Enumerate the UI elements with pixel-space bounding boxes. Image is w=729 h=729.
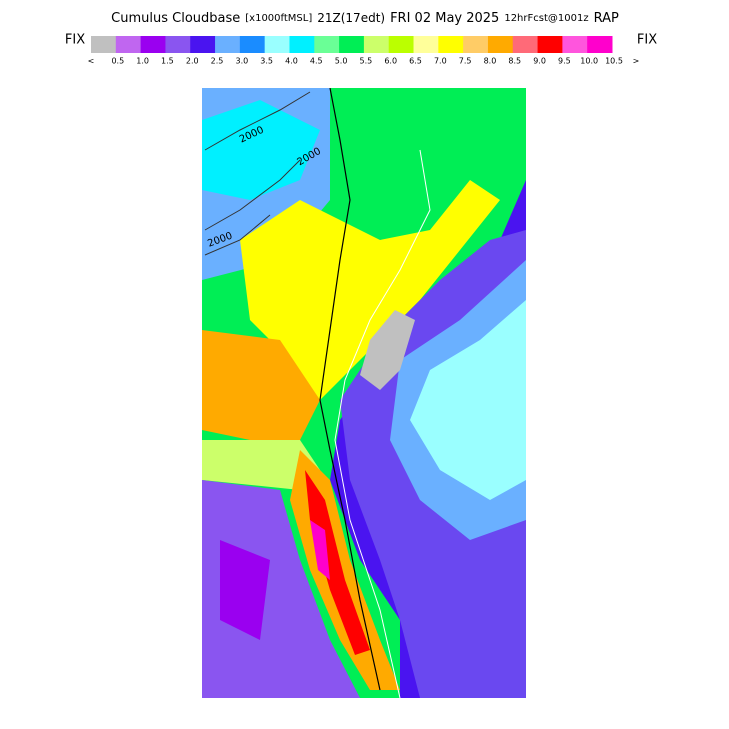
colorbar-label: 9.5 bbox=[558, 57, 571, 66]
colorbar-label: 4.5 bbox=[310, 57, 323, 66]
color-swatch bbox=[537, 36, 563, 53]
color-swatch bbox=[363, 36, 390, 53]
color-swatch bbox=[91, 36, 117, 53]
color-swatch bbox=[463, 36, 489, 53]
colorbar-label: > bbox=[633, 57, 640, 66]
colorbar-label: 7.0 bbox=[434, 57, 447, 66]
legend-left: FIX bbox=[65, 33, 85, 48]
colorbar-label: < bbox=[88, 57, 95, 66]
title-part: Cumulus Cloudbase bbox=[111, 11, 240, 26]
color-swatch bbox=[140, 36, 166, 53]
color-swatch bbox=[190, 36, 216, 53]
colorbar-label: 6.5 bbox=[409, 57, 422, 66]
colorbar: <0.5 1.0 1.5 2.0 2.5 3.0 3.5 4.0 4.5 5.0 5.5 6.0 6.5… bbox=[88, 36, 640, 66]
colorbar-label: 2.0 bbox=[186, 57, 199, 66]
title-part: [x1000ftMSL] bbox=[245, 13, 312, 24]
color-swatch bbox=[388, 36, 415, 53]
color-swatch bbox=[562, 36, 588, 53]
title-part: FRI 02 May 2025 bbox=[390, 11, 499, 26]
colorbar-label: 6.0 bbox=[384, 57, 397, 66]
colorbar-label: 1.5 bbox=[161, 57, 174, 66]
colorbar-label: 5.5 bbox=[360, 57, 373, 66]
title-part: 12hrFcst@1001z bbox=[504, 13, 588, 24]
colorbar-label: 8.0 bbox=[484, 57, 497, 66]
color-swatch bbox=[215, 36, 241, 53]
color-swatch bbox=[289, 36, 315, 53]
colorbar-label: 10.0 bbox=[580, 57, 598, 66]
colorbar-label: 8.5 bbox=[508, 57, 521, 66]
color-swatch bbox=[413, 36, 439, 53]
colorbar-label: 0.5 bbox=[111, 57, 124, 66]
title-part: RAP bbox=[594, 11, 619, 26]
colorbar-label: 9.0 bbox=[533, 57, 546, 66]
colorbar-label: 1.0 bbox=[136, 57, 149, 66]
colorbar-label: 5.0 bbox=[335, 57, 348, 66]
colorbar-label: 7.5 bbox=[459, 57, 472, 66]
colorbar-label: 3.0 bbox=[235, 57, 248, 66]
color-swatch bbox=[115, 36, 142, 53]
color-swatch bbox=[339, 36, 365, 53]
colorbar-label: 2.5 bbox=[211, 57, 224, 66]
legend-right: FIX bbox=[637, 33, 657, 48]
colorbar-label: 4.0 bbox=[285, 57, 298, 66]
color-swatch bbox=[487, 36, 514, 53]
title: Cumulus Cloudbase [x1000ftMSL] 21Z(17edt) F… bbox=[111, 11, 619, 26]
map bbox=[202, 88, 526, 698]
color-swatch bbox=[438, 36, 464, 53]
color-swatch bbox=[587, 36, 613, 53]
color-swatch bbox=[239, 36, 266, 53]
title-part: 21Z(17edt) bbox=[317, 11, 385, 25]
color-swatch bbox=[264, 36, 290, 53]
color-swatch bbox=[512, 36, 539, 53]
color-swatch bbox=[314, 36, 340, 53]
colorbar-label: 10.5 bbox=[605, 57, 623, 66]
color-swatch bbox=[165, 36, 191, 53]
colorbar-label: 3.5 bbox=[260, 57, 273, 66]
